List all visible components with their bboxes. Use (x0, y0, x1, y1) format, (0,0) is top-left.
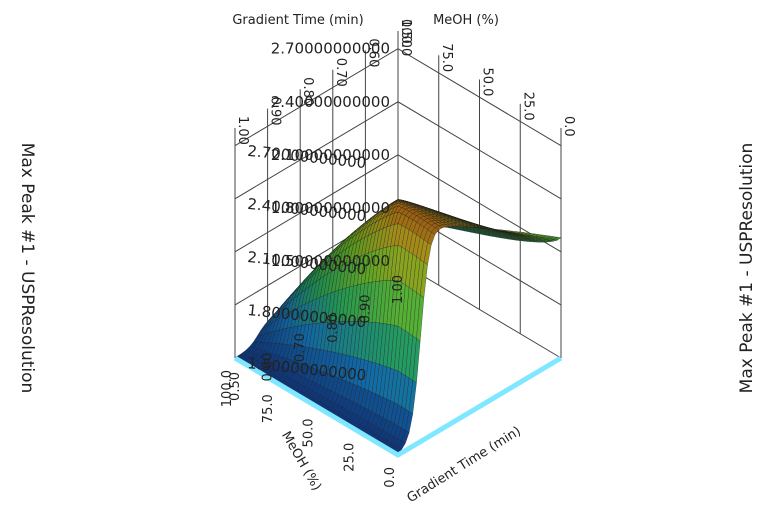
top-gradient-time-tick: 0.90 (268, 97, 283, 126)
bottom-gradient-time-title: Gradient Time (min) (404, 424, 523, 506)
top-gradient-time-tick: 0.80 (300, 77, 315, 106)
floor-edge-highlight (233, 355, 563, 458)
bottom-meoh-tick: 50.0 (302, 419, 317, 448)
top-meoh-tick: 25.0 (520, 92, 535, 121)
bottom-meoh-tick: 0.0 (383, 467, 398, 488)
bottom-gradient-time-tick: 0.70 (293, 333, 308, 362)
axis-labels: 1.50000000000 1.80000000000 2.10000000000 2… (220, 19, 576, 488)
bottom-gradient-time-tick: 0.60 (261, 353, 276, 382)
z-axis-title-right: Max Peak #1 - USPResolution (737, 143, 757, 394)
top-gradient-time-tick: 1.00 (235, 116, 250, 145)
top-gradient-time-tick: 0.50 (398, 19, 413, 48)
top-meoh-tick: 100.0 (398, 19, 413, 56)
top-meoh-title: MeOH (%) (433, 13, 499, 28)
z-tick-left: 2.40000000000 (271, 93, 390, 111)
top-gradient-time-tick: 0.60 (365, 38, 380, 67)
z-tick-left: 2.10000000000 (271, 146, 390, 164)
bottom-gradient-time-tick: 0.50 (228, 372, 243, 401)
top-meoh-tick: 50.0 (480, 68, 495, 97)
bottom-gradient-time-tick: 0.90 (358, 294, 373, 323)
top-meoh-tick: 0.0 (561, 116, 576, 137)
top-meoh-tick: 75.0 (439, 43, 454, 72)
z-tick-left: 1.50000000000 (271, 252, 390, 270)
bottom-meoh-tick: 25.0 (342, 443, 357, 472)
bottom-gradient-time-tick: 0.80 (326, 314, 341, 343)
bottom-meoh-tick: 100.0 (220, 370, 235, 407)
bottom-meoh-tick: 75.0 (261, 394, 276, 423)
surface-plot (233, 199, 563, 458)
z-tick-left: 2.70000000000 (271, 40, 390, 58)
z-tick-left: 1.80000000000 (271, 199, 390, 217)
bottom-gradient-time-tick: 1.00 (391, 275, 406, 304)
top-gradient-time-tick: 0.70 (333, 58, 348, 87)
top-gradient-time-title: Gradient Time (min) (232, 13, 363, 28)
z-axis-title-left: Max Peak #1 - USPResolution (17, 143, 37, 394)
